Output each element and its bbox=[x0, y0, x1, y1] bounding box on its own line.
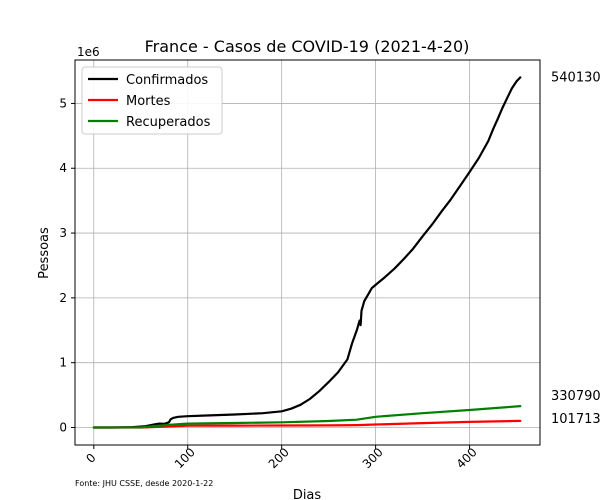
y-tick-label: 1 bbox=[59, 356, 67, 370]
end-labels: 5401300 330790 101713 bbox=[551, 70, 600, 426]
y-tick-label: 3 bbox=[59, 226, 67, 240]
series-layer bbox=[92, 76, 522, 429]
chart-title: France - Casos de COVID-19 (2021-4-20) bbox=[145, 37, 470, 56]
legend-box bbox=[81, 66, 223, 135]
y-axis-label: Pessoas bbox=[37, 227, 52, 279]
series-line-mortes bbox=[92, 419, 522, 429]
end-label: 101713 bbox=[551, 412, 600, 427]
end-label: 5401300 bbox=[551, 70, 600, 85]
y-exponent-label: 1e6 bbox=[77, 45, 100, 59]
legend-label: Confirmados bbox=[126, 73, 208, 88]
source-note: Fonte: JHU CSSE, desde 2020-1-22 bbox=[75, 479, 214, 488]
plot-frame bbox=[74, 59, 541, 446]
x-axis-label: Dias bbox=[293, 488, 322, 500]
y-tick-label: 0 bbox=[59, 421, 67, 435]
grid-lines bbox=[75, 60, 540, 445]
legend-label: Mortes bbox=[126, 94, 171, 109]
y-tick-label: 2 bbox=[59, 291, 67, 305]
series-line-confirmados bbox=[92, 76, 522, 429]
end-label: 330790 bbox=[551, 389, 600, 404]
y-tick-label: 5 bbox=[59, 96, 67, 110]
legend-label: Recuperados bbox=[126, 115, 211, 130]
series-line-recuperados bbox=[92, 405, 522, 429]
y-tick-label: 4 bbox=[59, 161, 67, 175]
legend: Confirmados Mortes Recuperados bbox=[81, 66, 223, 135]
